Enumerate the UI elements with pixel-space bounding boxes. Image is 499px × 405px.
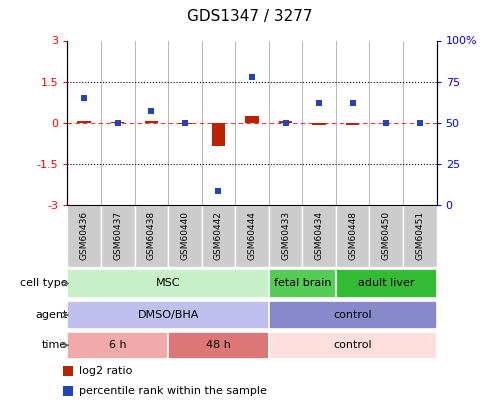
Text: control: control bbox=[333, 310, 372, 320]
Text: MSC: MSC bbox=[156, 279, 180, 288]
Text: GSM60437: GSM60437 bbox=[113, 211, 122, 260]
Bar bbox=[145, 121, 158, 122]
Text: GSM60442: GSM60442 bbox=[214, 211, 223, 260]
FancyBboxPatch shape bbox=[67, 301, 269, 328]
FancyBboxPatch shape bbox=[269, 269, 336, 298]
Text: control: control bbox=[333, 340, 372, 350]
FancyBboxPatch shape bbox=[336, 205, 369, 267]
Bar bbox=[178, 122, 192, 124]
Text: fetal brain: fetal brain bbox=[273, 279, 331, 288]
Text: GSM60440: GSM60440 bbox=[180, 211, 189, 260]
Text: GDS1347 / 3277: GDS1347 / 3277 bbox=[187, 9, 312, 24]
FancyBboxPatch shape bbox=[302, 205, 336, 267]
Text: DMSO/BHA: DMSO/BHA bbox=[137, 310, 199, 320]
FancyBboxPatch shape bbox=[269, 301, 437, 328]
Text: adult liver: adult liver bbox=[358, 279, 415, 288]
FancyBboxPatch shape bbox=[168, 205, 202, 267]
FancyBboxPatch shape bbox=[67, 269, 269, 298]
Text: GSM60434: GSM60434 bbox=[315, 211, 324, 260]
Text: agent: agent bbox=[35, 310, 67, 320]
FancyBboxPatch shape bbox=[168, 332, 269, 359]
Text: GSM60450: GSM60450 bbox=[382, 211, 391, 260]
FancyBboxPatch shape bbox=[403, 205, 437, 267]
Text: GSM60436: GSM60436 bbox=[80, 211, 89, 260]
FancyBboxPatch shape bbox=[269, 205, 302, 267]
FancyBboxPatch shape bbox=[67, 332, 168, 359]
Bar bbox=[279, 121, 292, 122]
Text: GSM60451: GSM60451 bbox=[415, 211, 424, 260]
Text: GSM60438: GSM60438 bbox=[147, 211, 156, 260]
FancyBboxPatch shape bbox=[101, 205, 135, 267]
Text: 6 h: 6 h bbox=[109, 340, 127, 350]
Text: time: time bbox=[42, 340, 67, 350]
FancyBboxPatch shape bbox=[235, 205, 269, 267]
Text: GSM60444: GSM60444 bbox=[248, 211, 256, 260]
FancyBboxPatch shape bbox=[67, 205, 101, 267]
Text: GSM60448: GSM60448 bbox=[348, 211, 357, 260]
Bar bbox=[212, 122, 225, 146]
Text: log2 ratio: log2 ratio bbox=[79, 366, 133, 375]
FancyBboxPatch shape bbox=[336, 269, 437, 298]
FancyBboxPatch shape bbox=[202, 205, 235, 267]
Text: cell type: cell type bbox=[20, 279, 67, 288]
Text: percentile rank within the sample: percentile rank within the sample bbox=[79, 386, 267, 396]
FancyBboxPatch shape bbox=[135, 205, 168, 267]
Text: GSM60433: GSM60433 bbox=[281, 211, 290, 260]
Bar bbox=[346, 122, 359, 125]
Bar bbox=[246, 116, 258, 122]
Bar bbox=[77, 121, 91, 122]
FancyBboxPatch shape bbox=[369, 205, 403, 267]
Bar bbox=[312, 122, 326, 125]
FancyBboxPatch shape bbox=[269, 332, 437, 359]
Text: 48 h: 48 h bbox=[206, 340, 231, 350]
